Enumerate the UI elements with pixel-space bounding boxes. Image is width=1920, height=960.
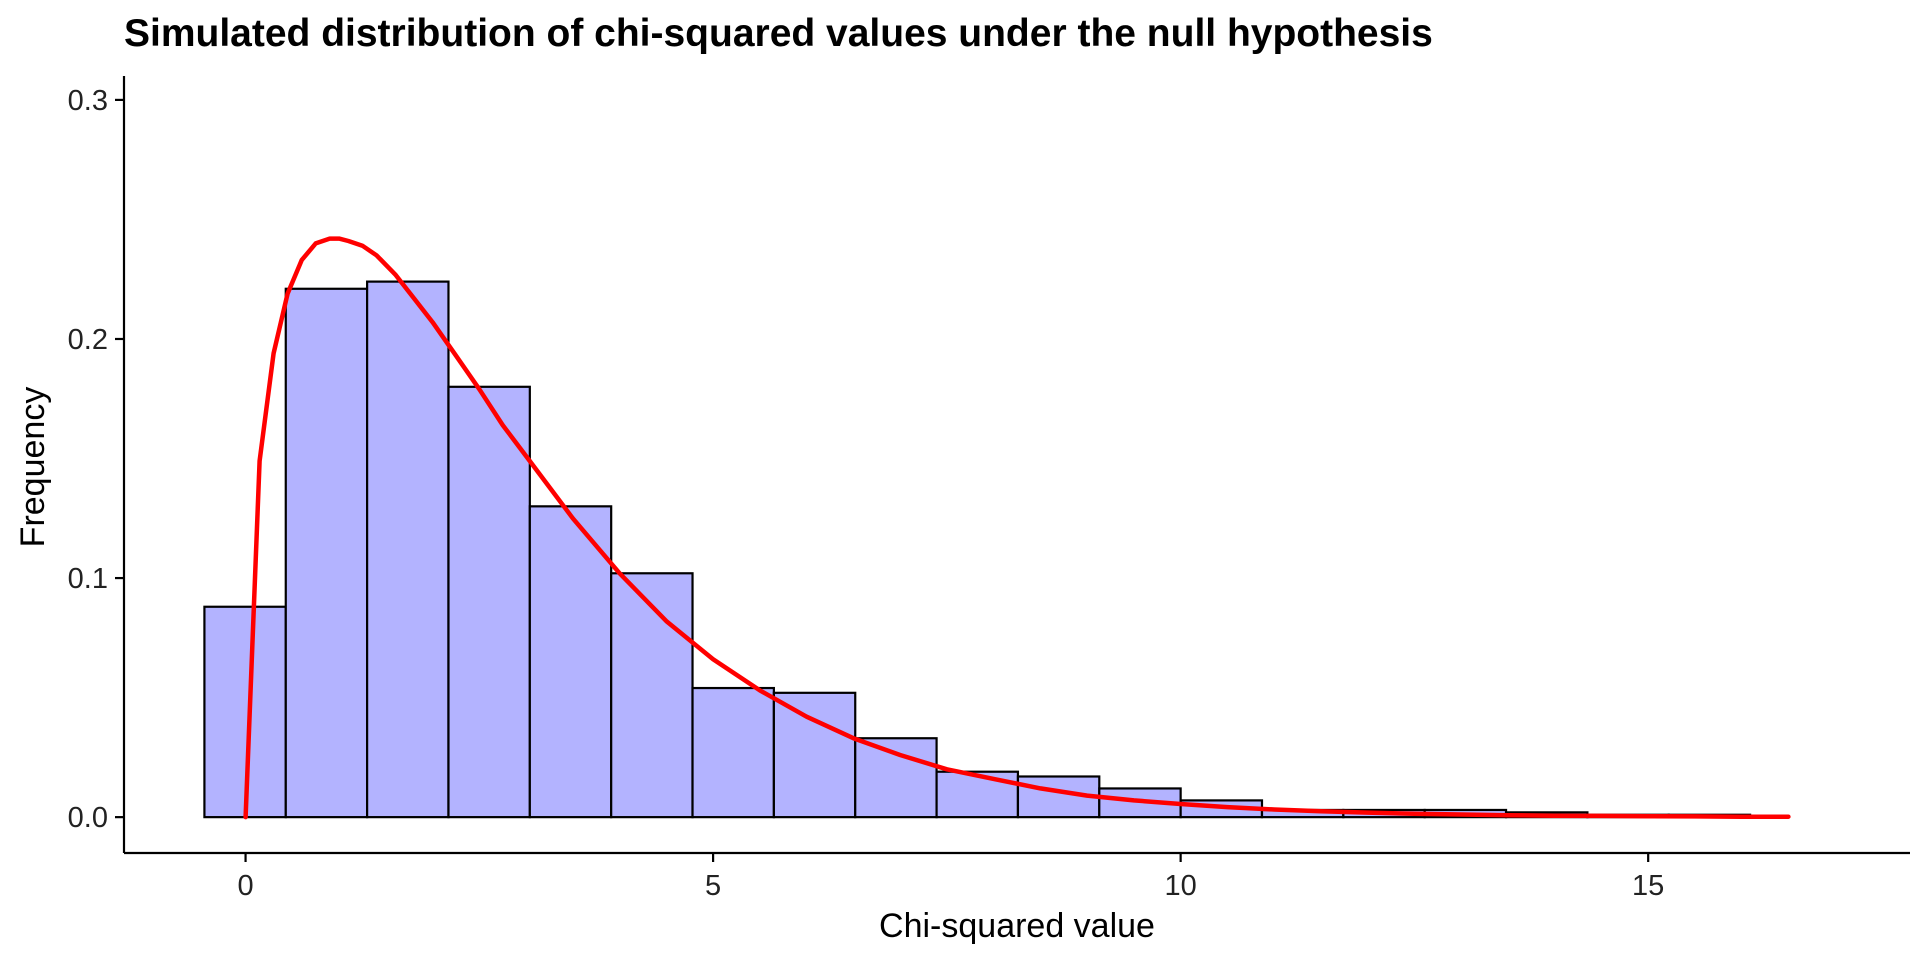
x-tick-label: 15 — [1632, 870, 1664, 902]
x-tick-label: 5 — [705, 870, 721, 902]
histogram-bar — [691, 686, 775, 819]
histogram-bars — [203, 280, 1752, 819]
histogram-bar — [935, 770, 1020, 819]
x-tick-label: 10 — [1165, 870, 1197, 902]
histogram-bar — [528, 505, 613, 819]
density-curve — [243, 236, 1791, 820]
histogram-bar — [854, 737, 938, 819]
y-axis-title: Frequency — [14, 387, 52, 548]
histogram-bar — [447, 385, 531, 819]
x-axis-ticks: 0 5 10 15 — [237, 853, 1664, 902]
y-tick-label: 0.0 — [68, 802, 108, 834]
y-tick-label: 0.3 — [68, 85, 108, 117]
histogram-bar — [284, 287, 369, 819]
histogram-bar — [772, 691, 857, 819]
y-tick-label: 0.1 — [68, 563, 108, 595]
histogram-bar — [366, 280, 450, 819]
x-tick-label: 0 — [237, 870, 253, 902]
x-axis-title: Chi-squared value — [879, 907, 1155, 945]
y-tick-label: 0.2 — [68, 324, 108, 356]
chart-title: Simulated distribution of chi-squared va… — [124, 12, 1433, 55]
y-axis-ticks: 0.0 0.1 0.2 0.3 — [68, 85, 124, 834]
histogram-bar — [610, 572, 694, 819]
